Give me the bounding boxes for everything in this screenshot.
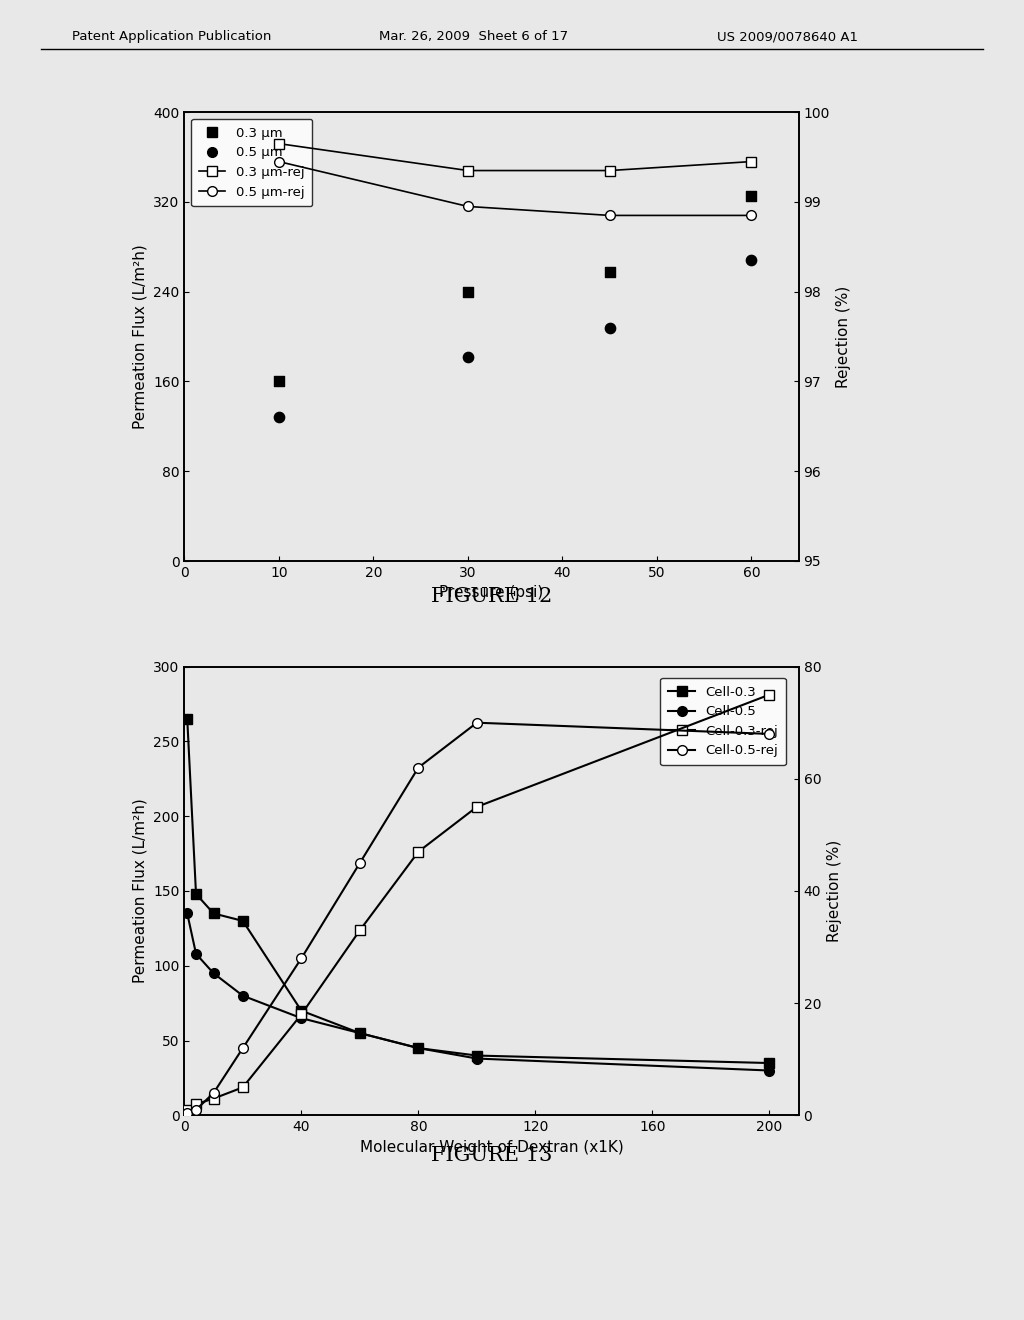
Text: FIGURE 12: FIGURE 12 xyxy=(431,587,552,606)
Text: Mar. 26, 2009  Sheet 6 of 17: Mar. 26, 2009 Sheet 6 of 17 xyxy=(379,30,568,44)
X-axis label: Pressure (psi): Pressure (psi) xyxy=(439,585,544,601)
Point xyxy=(270,371,287,392)
Legend: 0.3 μm, 0.5 μm, 0.3 μm-rej, 0.5 μm-rej: 0.3 μm, 0.5 μm, 0.3 μm-rej, 0.5 μm-rej xyxy=(190,119,312,206)
Point xyxy=(601,261,617,282)
Point xyxy=(460,346,476,367)
Text: Patent Application Publication: Patent Application Publication xyxy=(72,30,271,44)
Text: US 2009/0078640 A1: US 2009/0078640 A1 xyxy=(717,30,858,44)
Text: FIGURE 13: FIGURE 13 xyxy=(431,1146,552,1164)
Y-axis label: Rejection (%): Rejection (%) xyxy=(836,285,851,388)
Point xyxy=(460,281,476,302)
Legend: Cell-0.3, Cell-0.5, Cell-0.3-rej, Cell-0.5-rej: Cell-0.3, Cell-0.5, Cell-0.3-rej, Cell-0… xyxy=(660,677,786,766)
Point xyxy=(743,186,760,207)
Point xyxy=(743,249,760,271)
Y-axis label: Rejection (%): Rejection (%) xyxy=(826,840,842,942)
Y-axis label: Permeation Flux (L/m²h): Permeation Flux (L/m²h) xyxy=(132,799,147,983)
Point xyxy=(270,407,287,428)
Point xyxy=(601,317,617,338)
X-axis label: Molecular Weight of Dextran (x1K): Molecular Weight of Dextran (x1K) xyxy=(359,1139,624,1155)
Y-axis label: Permeation Flux (L/m²h): Permeation Flux (L/m²h) xyxy=(132,244,147,429)
